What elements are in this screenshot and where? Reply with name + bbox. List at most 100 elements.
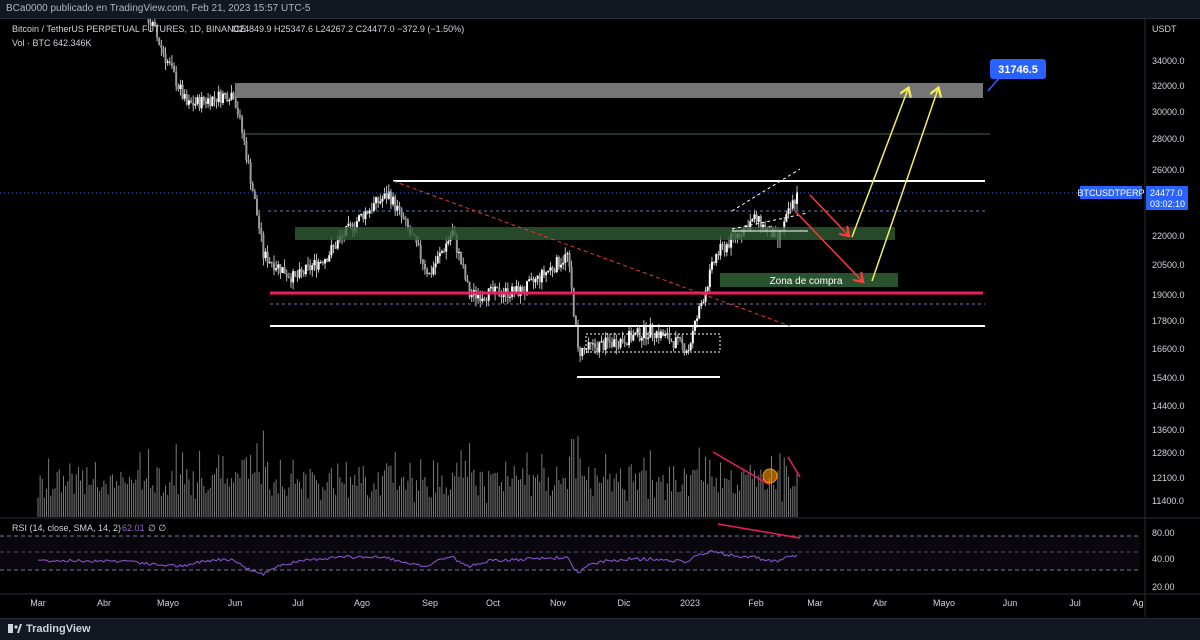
symbol-tag-box <box>1080 186 1142 199</box>
candle-body <box>440 251 443 253</box>
candle-body <box>296 276 299 278</box>
candle-body <box>632 334 635 341</box>
candle-body <box>581 347 584 356</box>
rsi-line <box>37 550 798 577</box>
candle-body <box>158 37 161 46</box>
candle-body <box>753 214 756 219</box>
brand[interactable]: TradingView <box>8 623 91 635</box>
candle-body <box>300 269 303 272</box>
price-tick-label: 28000.0 <box>1152 134 1185 144</box>
candle-body <box>594 343 597 348</box>
time-tick-label: Nov <box>550 598 567 608</box>
candle-body <box>562 262 565 265</box>
candle-body <box>496 286 499 289</box>
candle-body <box>217 91 220 102</box>
candle-body <box>417 242 420 246</box>
candle-body <box>540 269 543 283</box>
candle-body <box>336 240 339 249</box>
candle-body <box>315 259 318 270</box>
price-chart[interactable]: Zona de compra 31746.5 <box>0 19 1200 617</box>
candle-body <box>723 244 726 253</box>
candle-body <box>330 245 333 256</box>
candle-body <box>241 116 244 133</box>
candle-body <box>304 264 307 275</box>
candle-body <box>783 221 786 231</box>
target-price-label: 31746.5 <box>998 64 1038 76</box>
candle-body <box>430 273 433 275</box>
candle-body <box>625 343 628 346</box>
candle-body <box>226 93 229 102</box>
candle-body <box>328 255 331 262</box>
candle-body <box>647 337 650 340</box>
candle-body <box>477 294 480 299</box>
candle-body <box>587 342 590 350</box>
candle-body <box>570 266 573 289</box>
candle-body <box>434 263 437 268</box>
candle-body <box>385 193 388 199</box>
target-price-box <box>990 59 1046 79</box>
candle-body <box>438 252 441 257</box>
candle-body <box>564 254 567 263</box>
candle-body <box>519 286 522 297</box>
time-tick-label: Mayo <box>157 598 179 608</box>
candle-body <box>151 21 154 26</box>
time-tick-label: Abr <box>873 598 887 608</box>
candle-body <box>642 326 645 339</box>
candle-body <box>360 213 363 216</box>
candle-body <box>421 259 424 265</box>
candle-body <box>272 263 275 271</box>
candle-body <box>326 259 329 262</box>
candle-body <box>364 211 367 220</box>
wedge-bottom <box>731 212 809 230</box>
green-zone-upper <box>295 227 895 240</box>
price-tick-label: 19000.0 <box>1152 290 1185 300</box>
candle-body <box>789 208 792 210</box>
candle-body <box>266 251 269 264</box>
candle-body <box>190 100 193 103</box>
candle-body <box>170 63 173 66</box>
candle-body <box>389 191 392 205</box>
candle-body <box>270 262 273 264</box>
candle-body <box>513 286 516 293</box>
candle-body <box>679 336 682 339</box>
time-tick-label: Feb <box>748 598 764 608</box>
candle-body <box>604 337 607 350</box>
candle-body <box>228 100 231 102</box>
candle-body <box>207 98 210 104</box>
candle-body <box>534 278 537 283</box>
candle-body <box>287 276 290 278</box>
publish-header: BCa0000 publicado en TradingView.com, Fe… <box>0 0 1200 19</box>
time-tick-label: Jun <box>1003 598 1018 608</box>
candle-body <box>761 224 764 230</box>
candle-body <box>572 288 575 317</box>
legend: Bitcoin / TetherUS PERPETUAL FUTURES, 1D… <box>12 24 464 533</box>
candle-body <box>708 269 711 288</box>
candle-body <box>538 275 541 283</box>
brand-name: TradingView <box>26 623 91 635</box>
candle-body <box>653 334 656 339</box>
candle-body <box>672 341 675 349</box>
target-pointer <box>987 76 1001 92</box>
candle-body <box>683 343 686 353</box>
time-tick-label: Jul <box>292 598 304 608</box>
candle-body <box>379 201 382 204</box>
candle-body <box>156 25 159 38</box>
candle-body <box>366 211 369 214</box>
candle-body <box>574 316 577 325</box>
publish-note: BCa0000 publicado en TradingView.com, Fe… <box>6 3 311 14</box>
candle-body <box>196 97 199 104</box>
candle-body <box>245 141 248 161</box>
candle-body <box>706 287 709 291</box>
red-arrow-2 <box>794 210 862 281</box>
time-tick-label: Mar <box>807 598 823 608</box>
candle-body <box>717 254 720 256</box>
candle-body <box>657 331 660 339</box>
volume-legend: Vol · BTC 642.346K <box>12 38 92 48</box>
candle-body <box>432 267 435 275</box>
candle-body <box>547 270 550 273</box>
candle-body <box>676 336 679 338</box>
candle-body <box>251 183 254 192</box>
candle-body <box>700 303 703 307</box>
candle-body <box>606 337 609 342</box>
candle-body <box>687 350 690 352</box>
